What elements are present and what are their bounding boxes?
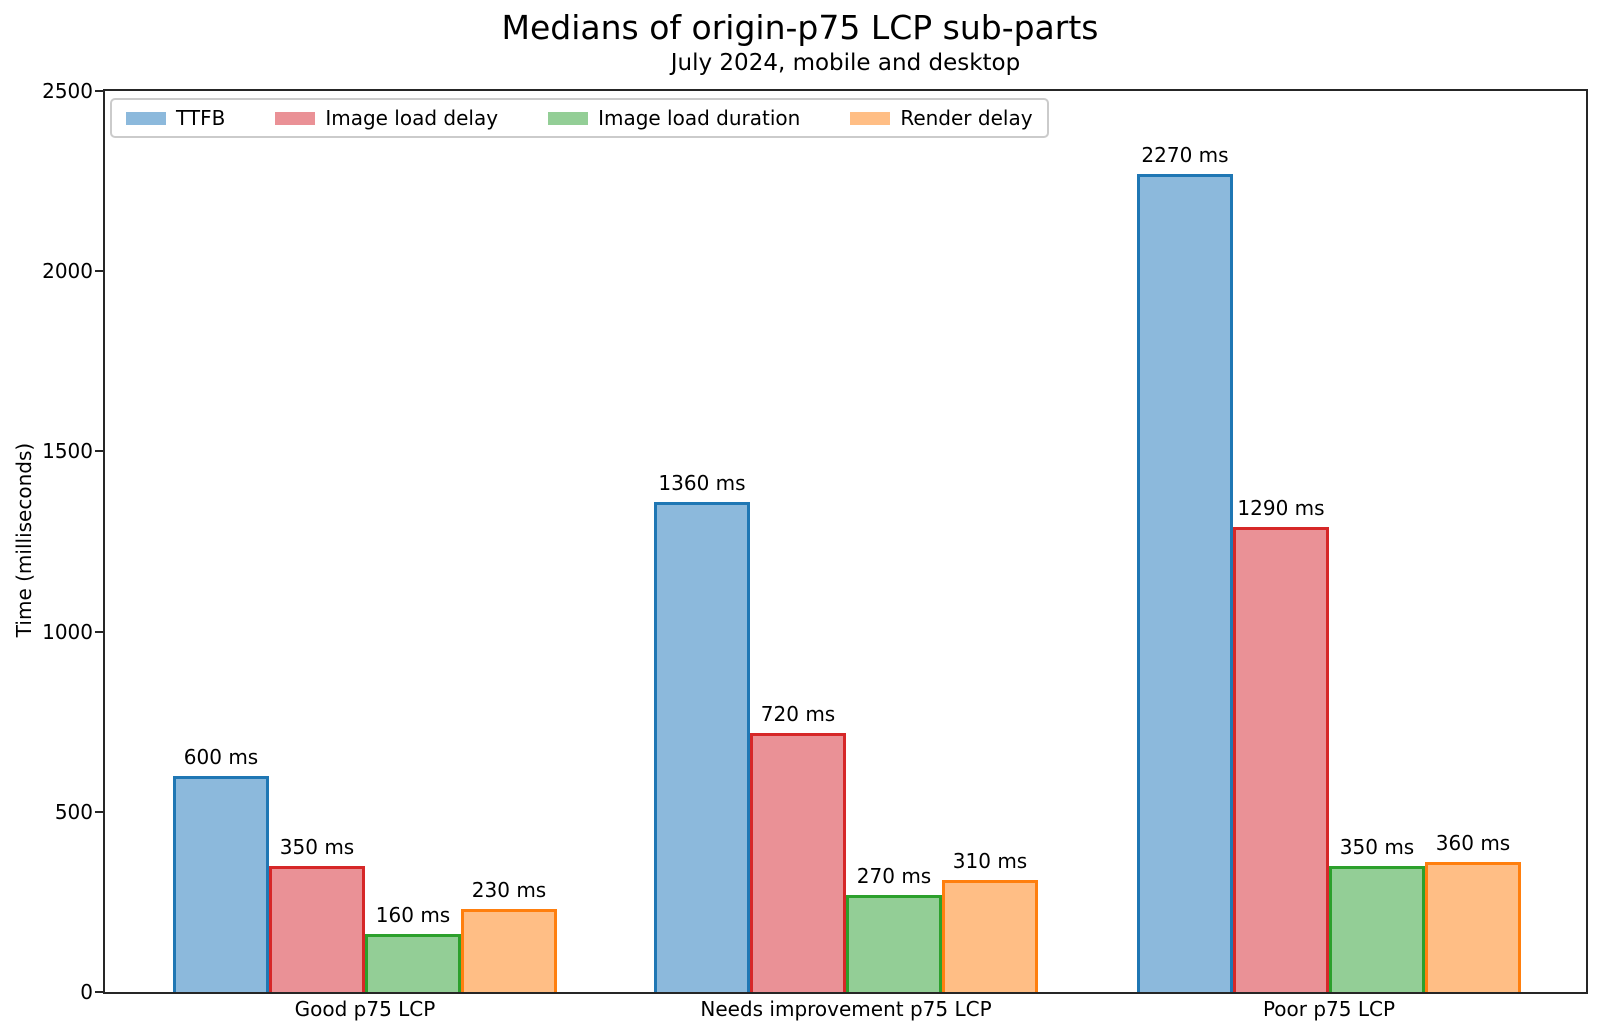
bar-image-load-delay-needs-improvement-p75-lcp <box>750 733 846 992</box>
legend-label: TTFB <box>176 106 226 130</box>
bar-value-label: 350 ms <box>279 835 355 859</box>
bar-ttfb-good-p75-lcp <box>173 776 269 992</box>
bar-render-delay-poor-p75-lcp <box>1425 862 1521 992</box>
y-tick-mark <box>95 450 103 452</box>
y-tick-label: 0 <box>80 980 93 1004</box>
bar-value-label: 1360 ms <box>658 471 746 495</box>
x-tick-label-needs-improvement-p75-lcp: Needs improvement p75 LCP <box>700 997 992 1021</box>
legend-label: Image load delay <box>325 106 499 130</box>
legend-swatch-ttfb <box>126 111 166 125</box>
bar-render-delay-good-p75-lcp <box>461 909 557 992</box>
y-axis-label-container: Time (milliseconds) <box>2 89 46 990</box>
legend-item-render-delay: Render delay <box>850 106 1033 130</box>
bar-value-label: 160 ms <box>375 903 451 927</box>
y-tick-mark <box>95 631 103 633</box>
y-tick-label: 2000 <box>42 259 93 283</box>
legend-swatch-image-load-delay <box>275 111 316 125</box>
bar-image-load-duration-needs-improvement-p75-lcp <box>846 895 942 992</box>
bar-image-load-duration-poor-p75-lcp <box>1329 866 1425 992</box>
y-tick-label: 2500 <box>42 79 93 103</box>
legend-item-ttfb: TTFB <box>126 106 225 130</box>
bar-value-label: 1290 ms <box>1237 496 1325 520</box>
legend: TTFB Image load delay Image load duration R… <box>110 98 1049 138</box>
chart-title: Medians of origin-p75 LCP sub-parts <box>501 8 1099 47</box>
chart-subtitle: July 2024, mobile and desktop <box>670 50 1021 76</box>
legend-swatch-render-delay <box>850 111 891 125</box>
y-tick-mark <box>95 270 103 272</box>
bar-value-label: 360 ms <box>1435 831 1511 855</box>
bar-image-load-duration-good-p75-lcp <box>365 934 461 992</box>
bar-value-label: 600 ms <box>183 745 259 769</box>
y-tick-mark <box>95 991 103 993</box>
bar-value-label: 310 ms <box>952 849 1028 873</box>
y-tick-label: 1000 <box>42 620 93 644</box>
legend-label: Render delay <box>900 106 1033 130</box>
y-tick-label: 1500 <box>42 439 93 463</box>
plot-area: TTFB Image load delay Image load duration R… <box>103 89 1588 994</box>
x-tick-label-poor-p75-lcp: Poor p75 LCP <box>1262 997 1396 1021</box>
bar-image-load-delay-good-p75-lcp <box>269 866 365 992</box>
y-tick-mark <box>95 90 103 92</box>
bar-value-label: 270 ms <box>856 864 932 888</box>
legend-item-image-load-duration: Image load duration <box>548 106 800 130</box>
bar-ttfb-needs-improvement-p75-lcp <box>654 502 750 992</box>
bar-value-label: 230 ms <box>471 878 547 902</box>
y-tick-mark <box>95 811 103 813</box>
legend-swatch-image-load-duration <box>548 111 589 125</box>
bar-render-delay-needs-improvement-p75-lcp <box>942 880 1038 992</box>
bar-value-label: 350 ms <box>1339 835 1415 859</box>
legend-item-image-load-delay: Image load delay <box>275 106 498 130</box>
legend-label: Image load duration <box>598 106 801 130</box>
y-tick-label: 500 <box>54 800 93 824</box>
y-axis-label: Time (milliseconds) <box>12 442 36 637</box>
bar-value-label: 720 ms <box>760 702 836 726</box>
bar-image-load-delay-poor-p75-lcp <box>1233 527 1329 992</box>
bar-value-label: 2270 ms <box>1141 143 1229 167</box>
x-tick-label-good-p75-lcp: Good p75 LCP <box>294 997 436 1021</box>
bar-ttfb-poor-p75-lcp <box>1137 174 1233 992</box>
